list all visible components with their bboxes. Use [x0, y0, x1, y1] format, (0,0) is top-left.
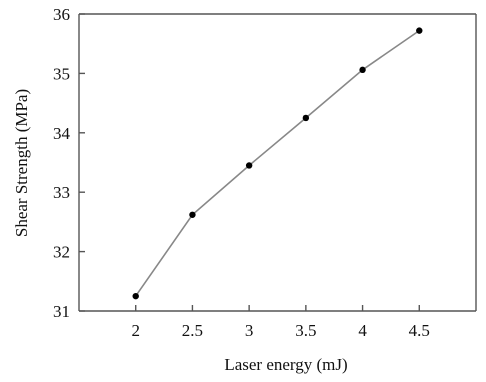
x-tick-label: 2.5 [182, 321, 203, 340]
x-tick-label: 3.5 [295, 321, 316, 340]
x-tick-label: 4.5 [409, 321, 430, 340]
data-point [302, 114, 310, 122]
y-tick-label: 34 [53, 124, 71, 143]
x-axis-title: Laser energy (mJ) [224, 355, 347, 374]
data-point [245, 162, 253, 169]
y-tick-label: 35 [53, 64, 70, 83]
x-axis-ticks: 2 2.5 3 3.5 4 4.5 [131, 305, 430, 340]
data-point [359, 66, 366, 74]
y-tick-label: 31 [53, 302, 70, 321]
y-tick-label: 33 [53, 183, 70, 202]
x-tick-label: 2 [131, 321, 140, 340]
data-point [132, 292, 139, 300]
y-axis-ticks: 31 32 33 34 35 36 [53, 5, 85, 321]
data-point [189, 211, 196, 218]
data-point [416, 27, 423, 34]
series-layer [132, 27, 423, 300]
y-axis-title: Shear Strength (MPa) [12, 89, 31, 237]
x-tick-label: 4 [358, 321, 367, 340]
x-tick-label: 3 [245, 321, 254, 340]
y-tick-label: 32 [53, 243, 70, 262]
y-tick-label: 36 [53, 5, 70, 24]
plot-frame [78, 13, 477, 312]
series-line [135, 29, 420, 297]
